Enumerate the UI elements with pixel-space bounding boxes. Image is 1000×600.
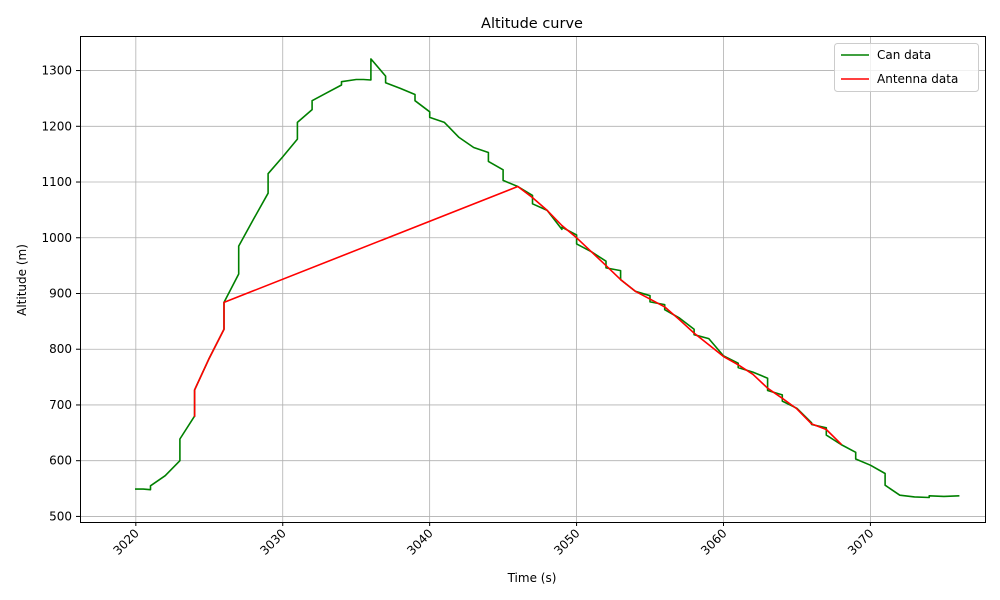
series-line-antenna-data	[193, 185, 843, 446]
y-tick-label: 700	[49, 398, 72, 412]
y-tick-label: 600	[49, 454, 72, 468]
y-tick-label: 1200	[41, 119, 72, 133]
y-tick-label: 1000	[41, 231, 72, 245]
legend-box	[834, 43, 979, 92]
y-tick-label: 800	[49, 342, 72, 356]
y-tick-label: 500	[49, 509, 72, 523]
plot-frame	[80, 36, 986, 523]
y-axis-label: Altitude (m)	[15, 244, 29, 316]
y-axis-ticks: 500 600 700 800 900 1000 1100 1200 1300	[41, 64, 80, 523]
y-tick-label: 900	[49, 286, 72, 300]
legend-label-can: Can data	[877, 48, 931, 62]
series	[135, 58, 960, 499]
legend-label-antenna: Antenna data	[877, 72, 958, 86]
y-tick-label: 1100	[41, 175, 72, 189]
chart-title: Altitude curve	[481, 16, 583, 32]
y-tick-label: 1300	[41, 64, 72, 78]
x-axis-label: Time (s)	[507, 571, 557, 585]
legend: Can data Antenna data	[834, 43, 979, 92]
